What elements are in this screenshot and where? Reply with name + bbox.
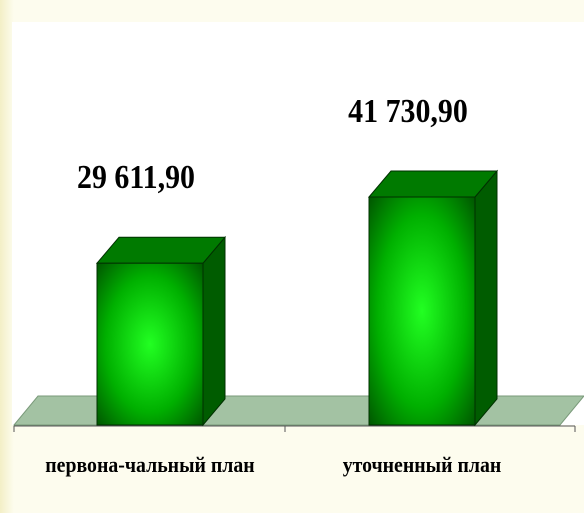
x-tick-label: первона-чальный план bbox=[45, 452, 255, 477]
value-label: 41 730,90 bbox=[348, 91, 468, 129]
bar-top bbox=[367, 170, 499, 198]
value-label: 29 611,90 bbox=[77, 157, 195, 195]
bar bbox=[368, 196, 476, 426]
bar-side bbox=[474, 169, 498, 427]
x-tick-label: уточненный план bbox=[342, 452, 502, 477]
bar-top bbox=[95, 236, 227, 264]
bar-side bbox=[202, 235, 226, 427]
bar bbox=[96, 262, 204, 426]
